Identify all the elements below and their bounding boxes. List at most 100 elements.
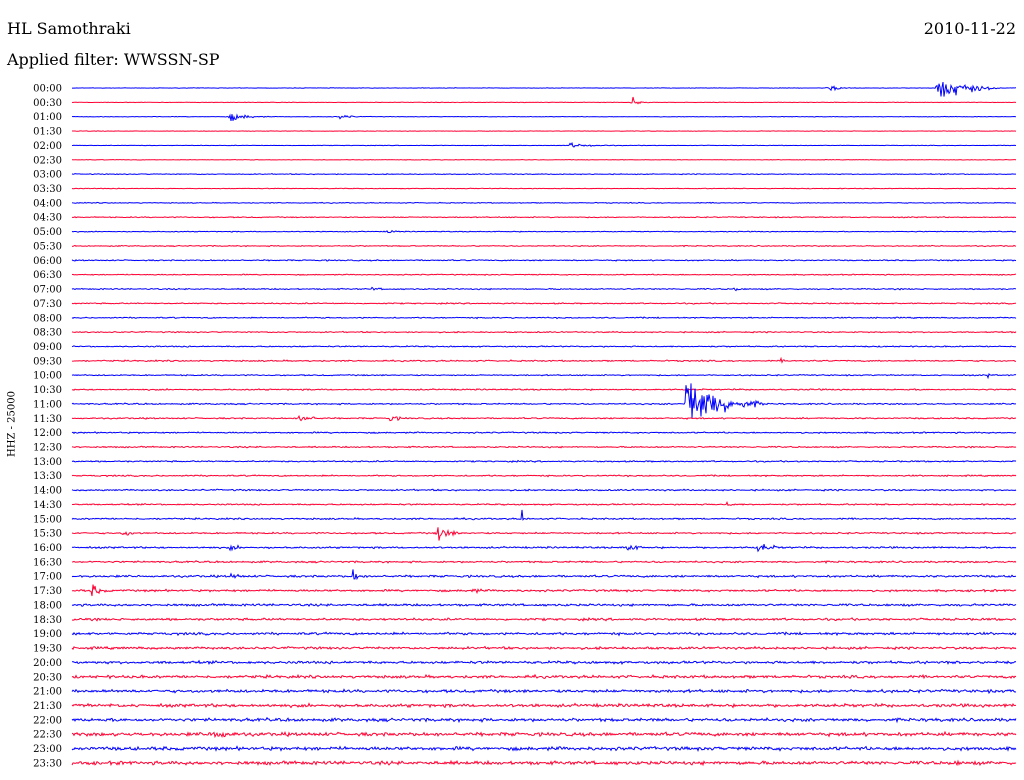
trace-1130: [71, 414, 1017, 422]
time-label-1900: 19:00: [33, 629, 62, 640]
trace-1800: [71, 602, 1017, 608]
time-label-1800: 18:00: [33, 600, 62, 611]
time-label-0730: 07:30: [33, 299, 62, 310]
trace-0400: [71, 201, 1017, 204]
time-label-0630: 06:30: [33, 270, 62, 281]
trace-0100: [71, 113, 1017, 121]
trace-0300: [71, 173, 1016, 176]
time-label-2230: 22:30: [33, 730, 62, 741]
time-label-2100: 21:00: [33, 687, 62, 698]
time-label-1630: 16:30: [33, 557, 62, 568]
time-label-1930: 19:30: [33, 644, 62, 655]
trace-0700: [71, 286, 1017, 292]
trace-0000: [71, 81, 1017, 97]
trace-0930: [71, 356, 1017, 364]
time-label-0900: 09:00: [33, 342, 62, 353]
time-label-0400: 04:00: [33, 198, 62, 209]
time-label-2130: 21:30: [33, 701, 62, 712]
trace-1200: [71, 431, 1017, 435]
trace-0630: [71, 273, 1017, 276]
time-label-0830: 08:30: [33, 328, 62, 339]
trace-0230: [71, 158, 1017, 161]
time-label-0330: 03:30: [33, 184, 62, 195]
time-label-0800: 08:00: [33, 313, 62, 324]
time-label-2200: 22:00: [33, 715, 62, 726]
time-label-0000: 00:00: [33, 84, 62, 95]
time-label-0130: 01:30: [33, 127, 62, 138]
trace-1030: [71, 387, 1017, 392]
trace-2130: [71, 702, 1017, 709]
time-label-1000: 10:00: [33, 371, 62, 382]
time-label-0600: 06:00: [33, 256, 62, 267]
trace-1830: [71, 616, 1017, 622]
time-label-2030: 20:30: [33, 672, 62, 683]
trace-2100: [71, 688, 1017, 695]
time-label-0230: 02:30: [33, 155, 62, 166]
trace-1530: [71, 527, 1017, 541]
time-label-0930: 09:30: [33, 356, 62, 367]
trace-2000: [71, 659, 1017, 665]
time-label-1100: 11:00: [33, 399, 62, 410]
time-label-0700: 07:00: [33, 285, 62, 296]
trace-0500: [71, 229, 1017, 234]
trace-0800: [71, 316, 1017, 320]
trace-1000: [71, 373, 1017, 380]
trace-0200: [71, 141, 1017, 148]
trace-1400: [71, 488, 1017, 492]
trace-1330: [71, 474, 1017, 478]
time-label-1830: 18:30: [33, 615, 62, 626]
time-label-2300: 23:00: [33, 744, 62, 755]
time-label-0100: 01:00: [33, 112, 62, 123]
time-label-0300: 03:00: [33, 170, 62, 181]
trace-1930: [71, 645, 1017, 651]
trace-0430: [71, 216, 1017, 219]
trace-1700: [71, 569, 1017, 581]
trace-1500: [71, 509, 1017, 521]
time-label-0500: 05:00: [33, 227, 62, 238]
trace-1230: [71, 445, 1017, 449]
time-label-1430: 14:30: [33, 500, 62, 511]
time-label-1700: 17:00: [33, 572, 62, 583]
trace-0330: [71, 187, 1017, 190]
trace-1300: [71, 459, 1017, 463]
trace-0730: [71, 301, 1017, 305]
time-label-0200: 02:00: [33, 141, 62, 152]
filter-label: Applied filter: WWSSN-SP: [7, 50, 220, 69]
trace-0900: [71, 345, 1017, 348]
time-label-2330: 23:30: [33, 758, 62, 769]
trace-2030: [71, 673, 1017, 680]
trace-0600: [71, 258, 1017, 262]
trace-0130: [71, 130, 1017, 132]
time-label-1300: 13:00: [33, 457, 62, 468]
trace-1430: [71, 500, 1017, 507]
time-label-0530: 05:30: [33, 241, 62, 252]
time-label-1500: 15:00: [33, 514, 62, 525]
date-label: 2010-11-22: [923, 19, 1016, 38]
trace-1600: [71, 543, 1017, 553]
trace-2200: [71, 716, 1017, 724]
time-label-1200: 12:00: [33, 428, 62, 439]
time-label-0430: 04:30: [33, 213, 62, 224]
trace-2230: [71, 730, 1017, 739]
trace-1900: [71, 631, 1017, 637]
time-label-1400: 14:00: [33, 486, 62, 497]
trace-1730: [71, 584, 1017, 597]
trace-2330: [71, 759, 1017, 767]
time-label-1530: 15:30: [33, 529, 62, 540]
station-title: HL Samothraki: [7, 19, 131, 38]
time-label-1330: 13:30: [33, 471, 62, 482]
traces: [71, 81, 1017, 767]
trace-1630: [71, 560, 1017, 564]
time-label-1600: 16:00: [33, 543, 62, 554]
time-labels: 00:00 00:30 01:00 01:30 02:00 02:30 03:00 03:30…: [33, 84, 62, 770]
time-label-1130: 11:30: [33, 414, 62, 425]
trace-0830: [71, 330, 1017, 334]
trace-0030: [71, 96, 1017, 105]
time-label-1030: 10:30: [33, 385, 62, 396]
trace-2300: [71, 745, 1017, 753]
time-label-0030: 00:30: [33, 98, 62, 109]
time-label-2000: 20:00: [33, 658, 62, 669]
time-label-1730: 17:30: [33, 586, 62, 597]
time-label-1230: 12:30: [33, 443, 62, 454]
